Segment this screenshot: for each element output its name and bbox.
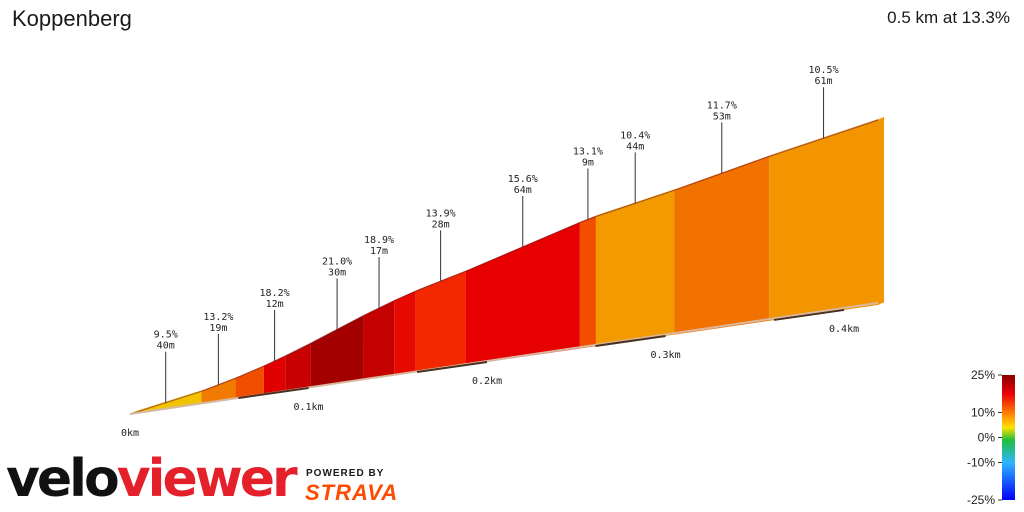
segment-area (415, 271, 466, 373)
distance-tick-mark (595, 334, 666, 347)
profile-end-cap (878, 117, 884, 305)
segment-gradient-label: 10.5% (808, 65, 838, 76)
veloviewer-logo: veloviewer (6, 448, 298, 510)
segment-area (579, 216, 596, 349)
segment-length-label: 17m (370, 246, 388, 257)
segment-gradient-label: 18.2% (260, 288, 290, 299)
distance-tick-label: 0km (121, 428, 139, 439)
distance-tick-label: 0.4km (829, 324, 859, 335)
segment-gradient-label: 21.0% (322, 256, 352, 267)
segment-length-label: 44m (626, 141, 644, 152)
legend-label: -25% (967, 493, 995, 507)
profile-layer (129, 117, 885, 415)
distance-tick-layer: 0km 0.1km 0.2km 0.3km 0.4km (121, 308, 859, 439)
segment-area (465, 222, 580, 366)
segment-area (235, 366, 264, 399)
segment-gradient-label: 13.2% (203, 312, 233, 323)
gradient-legend: 25% 10% 0% -10% -25% (967, 368, 1015, 507)
segment-area (674, 156, 770, 335)
segment-area (769, 120, 878, 321)
climb-summary: 0.5 km at 13.3% (887, 8, 1010, 27)
segment-area (363, 300, 395, 380)
segment-gradient-label: 10.4% (620, 130, 650, 141)
logo-viewer-text: viewer (116, 449, 298, 509)
legend-label: 25% (971, 368, 995, 382)
segment-gradient-label: 11.7% (707, 100, 737, 111)
segment-length-label: 61m (815, 76, 833, 87)
segment-length-label: 28m (432, 219, 450, 230)
segment-gradient-label: 18.9% (364, 235, 394, 246)
distance-tick-mark (238, 386, 309, 399)
legend-color-bar (1002, 375, 1015, 500)
legend-label: 10% (971, 406, 995, 420)
distance-tick-mark (773, 308, 845, 321)
segment-gradient-label: 13.1% (573, 146, 603, 157)
segment-gradient-label: 13.9% (426, 208, 456, 219)
segment-gradient-label: 9.5% (154, 330, 178, 341)
segment-area (394, 291, 416, 376)
segment-length-label: 64m (514, 185, 532, 196)
segment-label-layer: 9.5%40m 13.2%19m 18.2%12m 21.0%30m 18.9%17m 1… (154, 65, 839, 403)
profile-edge-line (129, 119, 879, 415)
distance-tick-label: 0.3km (651, 350, 681, 361)
segment-length-label: 53m (713, 111, 731, 122)
segment-area (263, 355, 286, 395)
segment-area (285, 343, 311, 392)
segment-length-label: 19m (209, 323, 227, 334)
segment-area (595, 190, 675, 347)
climb-title: Koppenberg (12, 6, 132, 31)
legend-label: 0% (978, 431, 996, 445)
segment-length-label: 30m (328, 267, 346, 278)
distance-tick-label: 0.2km (472, 376, 502, 387)
segment-length-label: 40m (157, 341, 175, 352)
segment-area (201, 378, 236, 404)
strava-logo: STRAVA (305, 480, 399, 505)
powered-by-label: POWERED BY (306, 468, 385, 479)
segment-length-label: 12m (266, 299, 284, 310)
segment-area (310, 315, 364, 388)
distance-tick-label: 0.1km (293, 402, 323, 413)
distance-tick-mark (416, 360, 488, 373)
legend-label: -10% (967, 456, 995, 470)
segment-gradient-label: 15.6% (508, 174, 538, 185)
segment-length-label: 9m (582, 157, 594, 168)
logo-velo-text: velo (6, 449, 120, 509)
